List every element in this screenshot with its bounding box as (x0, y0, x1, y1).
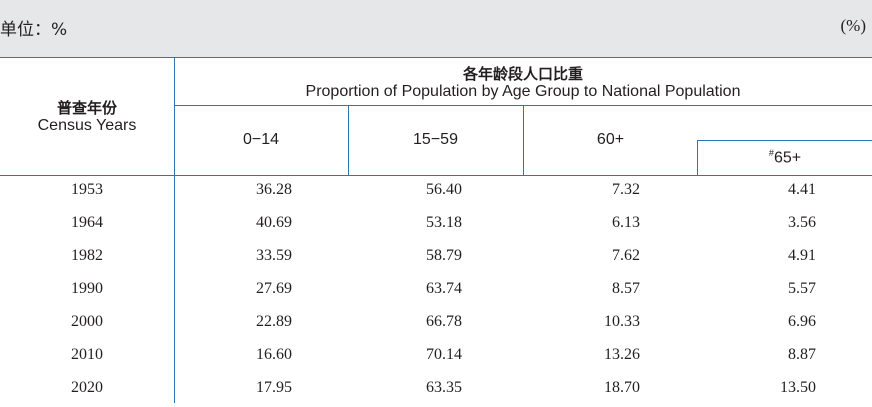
table-row: 1953 36.28 56.40 7.32 4.41 (0, 176, 872, 209)
census-years-header-en: Census Years (37, 117, 137, 134)
col-header-65-plus: #65+ (698, 148, 872, 167)
cell-65-plus: 4.41 (788, 181, 816, 198)
col-divider-3 (697, 140, 698, 176)
census-years-header-cn: 普查年份 (56, 99, 117, 117)
col65-mark: # (768, 148, 774, 158)
table-row: 2000 22.89 66.78 10.33 6.96 (0, 308, 872, 341)
cell-15-59: 63.74 (426, 280, 462, 297)
age-group-header-en: Proportion of Population by Age Group to… (305, 83, 741, 100)
cell-0-14: 22.89 (256, 313, 292, 330)
cell-year: 2000 (71, 313, 103, 330)
year-column-divider (174, 57, 175, 403)
cell-60-plus: 8.57 (612, 280, 640, 297)
table-row: 1982 33.59 58.79 7.62 4.91 (0, 242, 872, 275)
header-bottom-rule (0, 175, 872, 176)
cell-60-plus: 18.70 (604, 379, 640, 396)
table-row: 1990 27.69 63.74 8.57 5.57 (0, 275, 872, 308)
cell-year: 1964 (71, 214, 103, 231)
col-header-0-14: 0−14 (242, 131, 280, 148)
cell-0-14: 33.59 (256, 247, 292, 264)
cell-65-plus: 8.87 (788, 346, 816, 363)
cell-60-plus: 7.62 (612, 247, 640, 264)
cell-65-plus: 5.57 (788, 280, 816, 297)
age-group-header-cn: 各年龄段人口比重 (462, 65, 583, 83)
cell-15-59: 56.40 (426, 181, 462, 198)
cell-0-14: 27.69 (256, 280, 292, 297)
cell-60-plus: 6.13 (612, 214, 640, 231)
unit-percent-note: (%) (840, 16, 866, 35)
cell-year: 1990 (71, 280, 103, 297)
cell-0-14: 36.28 (256, 181, 292, 198)
table-body: 1953 36.28 56.40 7.32 4.41 1964 40.69 53… (0, 176, 872, 407)
cell-15-59: 53.18 (426, 214, 462, 231)
cell-year: 2010 (71, 346, 103, 363)
table-row: 2010 16.60 70.14 13.26 8.87 (0, 341, 872, 374)
cell-year: 1953 (71, 181, 103, 198)
cell-year: 1982 (71, 247, 103, 264)
cell-0-14: 17.95 (256, 379, 292, 396)
table-row: 2020 17.95 63.35 18.70 13.50 (0, 374, 872, 407)
table-row: 1964 40.69 53.18 6.13 3.56 (0, 209, 872, 242)
cell-0-14: 40.69 (256, 214, 292, 231)
unit-bar: 单位：% (%) (0, 0, 872, 58)
sub-header-rule-65 (698, 140, 872, 141)
col-divider-1 (348, 105, 349, 176)
cell-65-plus: 4.91 (788, 247, 816, 264)
cell-15-59: 63.35 (426, 379, 462, 396)
cell-year: 2020 (71, 379, 103, 396)
cell-15-59: 70.14 (426, 346, 462, 363)
col-divider-2 (523, 105, 524, 176)
cell-0-14: 16.60 (256, 346, 292, 363)
cell-15-59: 58.79 (426, 247, 462, 264)
col65-label: 65+ (773, 149, 802, 167)
cell-60-plus: 10.33 (604, 313, 640, 330)
col-header-15-59: 15−59 (413, 131, 458, 148)
cell-65-plus: 6.96 (788, 313, 816, 330)
cell-65-plus: 13.50 (780, 379, 816, 396)
cell-15-59: 66.78 (426, 313, 462, 330)
col-header-60-plus: 60+ (596, 131, 625, 148)
cell-60-plus: 13.26 (604, 346, 640, 363)
cell-65-plus: 3.56 (788, 214, 816, 231)
unit-label: 单位：% (0, 20, 68, 40)
table-top-rule (0, 57, 872, 58)
cell-60-plus: 7.32 (612, 181, 640, 198)
